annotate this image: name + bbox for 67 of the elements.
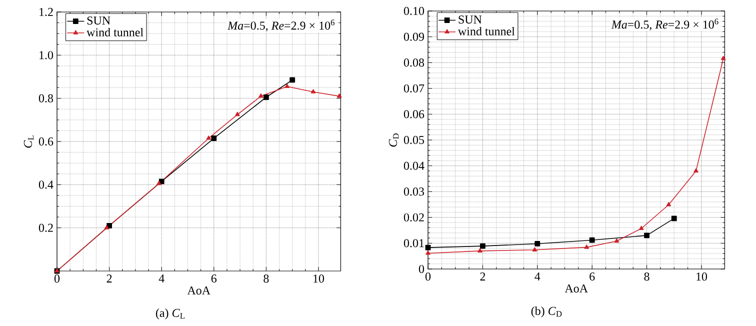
legend-label: SUN — [458, 16, 482, 24]
point — [426, 250, 430, 255]
y-tick-label: 0.2 — [38, 224, 53, 232]
y-tick-label: 1.2 — [40, 8, 53, 16]
x-tick-label: 4 — [534, 272, 540, 280]
point — [480, 243, 486, 249]
x-tick-label: 6 — [590, 272, 595, 281]
y-tick-label: 0.07 — [404, 84, 424, 92]
y-tick-label: 0.05 — [404, 136, 424, 144]
point — [310, 89, 316, 94]
y-tick-label: 0.04 — [404, 162, 424, 170]
y-tick-label: 0.01 — [404, 239, 424, 248]
x-tick-label: 0 — [54, 274, 60, 283]
x-tick-label: 10 — [314, 274, 324, 283]
y-tick-label: 0.4 — [38, 180, 54, 189]
point — [666, 202, 672, 206]
x-tick-label: 8 — [264, 274, 269, 283]
y-tick-label: 0.02 — [404, 213, 424, 222]
y-axis-title: C$_{L}$ — [24, 136, 34, 148]
x-tick-label: 6 — [211, 274, 217, 283]
annotation: Ma=0.5, Re=2.9 × 10$^{6}$ — [611, 18, 718, 30]
y-tick-label: 0.6 — [38, 137, 54, 146]
legend-label: SUN — [87, 16, 110, 25]
point — [104, 225, 110, 230]
legend-label: wind tunnel — [86, 28, 144, 36]
y-tick-label: 0.06 — [404, 110, 424, 118]
point — [638, 226, 644, 230]
y-tick-label: 0.10 — [404, 6, 424, 16]
x-tick-label: 8 — [644, 272, 650, 281]
y-tick-label: 0 — [418, 264, 424, 274]
point — [532, 247, 538, 252]
text: (b) C$_{D}$ — [531, 306, 562, 318]
point — [263, 94, 269, 100]
y-axis-title: C$_{D}$ — [388, 133, 399, 147]
point — [478, 248, 482, 252]
point — [258, 93, 264, 98]
y-tick-label: 0.8 — [38, 94, 54, 102]
x-tick-label: 2 — [480, 272, 486, 280]
point — [671, 216, 677, 222]
x-axis-title: AoA — [187, 286, 210, 295]
x-tick-label: 4 — [158, 274, 164, 282]
legend-label: wind tunnel — [458, 26, 515, 36]
point — [720, 56, 726, 60]
point — [614, 238, 620, 243]
point — [584, 244, 590, 249]
x-tick-label: 0 — [425, 272, 431, 281]
text: (a) C$_{L}$ — [156, 308, 185, 320]
point — [589, 237, 595, 243]
point — [534, 241, 540, 246]
x-axis-title: AoA — [564, 284, 588, 293]
point — [644, 232, 650, 238]
y-tick-label: 0.08 — [404, 58, 424, 67]
annotation: Ma=0.5, Re=2.9 × 10$^{6}$ — [227, 20, 335, 32]
point — [211, 136, 217, 141]
y-tick-label: 0.09 — [404, 32, 424, 41]
point — [284, 84, 290, 88]
x-tick-label: 10 — [696, 272, 708, 281]
point — [337, 93, 342, 98]
point — [156, 180, 162, 186]
y-tick-label: 0.03 — [404, 188, 424, 196]
x-tick-label: 2 — [106, 274, 112, 282]
point — [290, 77, 296, 83]
point — [206, 136, 212, 140]
point — [235, 112, 240, 116]
y-tick-label: 1.0 — [40, 51, 54, 60]
point — [694, 168, 698, 173]
point — [425, 244, 431, 250]
